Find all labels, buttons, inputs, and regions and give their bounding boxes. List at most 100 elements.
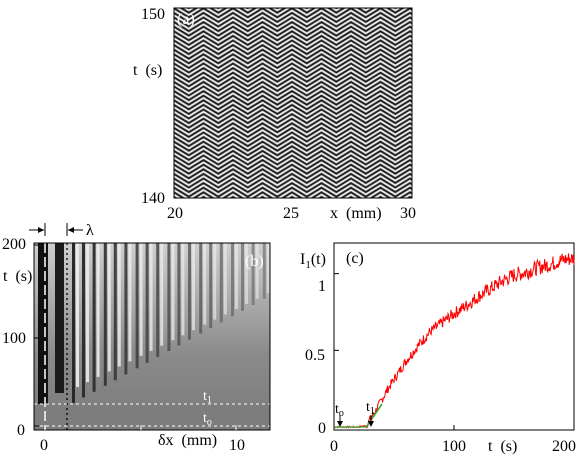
zigzag-dark-line: [174, 122, 412, 134]
panel-c-xlabel: t (s): [488, 438, 517, 455]
zigzag-dark-line: [174, 62, 412, 74]
zigzag-light-line: [174, 101, 412, 113]
zigzag-dark-line: [174, 48, 412, 60]
zigzag-dark-line: [174, 117, 412, 129]
zigzag-light-line: [174, 161, 412, 173]
panel-b-ytick-0: 0: [17, 422, 25, 439]
zigzag-light-line: [174, 189, 412, 198]
stripe-dark: [103, 243, 107, 386]
panel-a-xtick-25: 25: [283, 205, 299, 222]
zigzag-dark-line: [174, 140, 412, 152]
zigzag-light-line: [174, 74, 412, 85]
zigzag-light-line: [174, 193, 412, 198]
zigzag-light-line: [174, 37, 412, 48]
panel-a-xtick-30: 30: [400, 205, 416, 222]
zigzag-dark-line: [174, 34, 412, 46]
zigzag-dark-line: [174, 177, 412, 189]
zigzag-dark-line: [174, 195, 412, 198]
zigzag-dark-line: [174, 30, 412, 42]
stripe-light: [96, 243, 100, 377]
zigzag-dark-line: [174, 108, 412, 120]
zigzag-light-line: [174, 175, 412, 186]
lambda-arrowhead-right: [68, 227, 74, 233]
zigzag-dark-line: [174, 71, 412, 83]
panel-a-xtick-20: 20: [167, 205, 183, 222]
panel-c: (c) I1(t) 1 0.5 0 0 100 200 t (s) to t1: [300, 242, 576, 455]
stripe-dark: [262, 243, 266, 299]
zigzag-dark-line: [174, 90, 412, 102]
zigzag-dark-line: [174, 113, 412, 125]
zigzag-light-line: [174, 120, 412, 131]
zigzag-dark-line: [174, 163, 412, 175]
zigzag-light-line: [174, 46, 412, 58]
panel-b-frame: [33, 242, 271, 431]
panel-b-ytick-100: 100: [2, 330, 26, 347]
stripe-light: [235, 243, 238, 309]
panel-b-ytick-200: 200: [2, 236, 26, 253]
zigzag-dark-line: [174, 67, 412, 79]
panel-c-ytick-0.5: 0.5: [305, 347, 325, 364]
stripe-light: [149, 243, 153, 351]
stripe-light: [266, 243, 270, 294]
stripe-light: [213, 243, 217, 320]
zigzag-light-line: [174, 180, 412, 191]
stripe-dark: [199, 243, 203, 334]
lambda-label: λ: [86, 222, 94, 239]
zigzag-light-line: [174, 65, 412, 76]
panel-b-t0-label: to: [203, 411, 212, 428]
zigzag-light-line: [174, 147, 412, 159]
stripe-dark: [251, 243, 255, 305]
zigzag-dark-line: [145, 0, 440, 4]
zigzag-dark-line: [174, 191, 412, 198]
zigzag-dark-line: [174, 145, 412, 157]
stripe-light: [107, 243, 111, 372]
zigzag-dark-line: [174, 57, 412, 69]
zigzag-dark-line: [174, 99, 412, 111]
zigzag-dark-line: [174, 16, 412, 28]
zigzag-dark-line: [174, 80, 412, 92]
stripe-dark: [82, 243, 85, 398]
zigzag-light-line: [174, 28, 412, 39]
stripe-pattern: [38, 243, 270, 404]
stripe-dark: [241, 243, 244, 311]
zigzag-dark-line: [187, 8, 397, 10]
lambda-arrowhead-left: [38, 227, 44, 233]
stripe-light: [128, 243, 132, 362]
stripe-dark-second: [55, 243, 64, 393]
zigzag-dark-line: [174, 159, 412, 171]
panel-c-t0-arrowhead: [337, 421, 343, 427]
stripe-dark: [92, 243, 96, 392]
zigzag-light-line: [174, 152, 412, 163]
stripe-light: [203, 243, 207, 325]
stripe-light: [255, 243, 259, 299]
zigzag-light-line: [174, 32, 412, 44]
panel-a-ylabel: t (s): [133, 62, 162, 79]
panel-b: (b) t1 to λ 200 100 0 t (s) 0 10 δx (mm): [2, 222, 271, 454]
zigzag-dark-line: [174, 25, 412, 37]
stripe-dark: [188, 243, 191, 340]
stripe-light: [76, 243, 79, 387]
stripe-light: [86, 243, 89, 383]
zigzag-light-line: [174, 111, 412, 122]
stripe-dark: [72, 243, 75, 403]
zigzag-dark-line: [174, 172, 412, 184]
stripe-dark: [231, 243, 234, 317]
panel-b-xlabel: δx (mm): [158, 432, 217, 449]
zigzag-light-line: [174, 134, 412, 145]
stripe-dark: [219, 243, 223, 323]
zigzag-dark-line: [174, 44, 412, 56]
panel-c-ytick-0: 0: [318, 420, 326, 437]
panel-a-ytick-140: 140: [141, 190, 165, 207]
stripe-light: [139, 243, 143, 356]
zigzag-light-line: [174, 19, 412, 30]
zigzag-light-line: [174, 143, 412, 154]
stripe-light: [245, 243, 248, 304]
stripe-light: [192, 243, 195, 331]
zigzag-dark-line: [174, 131, 412, 143]
panel-c-t1-arrowhead: [368, 421, 374, 427]
zigzag-light-line: [176, 8, 408, 16]
zigzag-light-line: [174, 9, 412, 21]
zigzag-light-line: [174, 92, 412, 104]
zigzag-light-line: [174, 14, 412, 25]
panel-a-frame: [173, 7, 413, 199]
